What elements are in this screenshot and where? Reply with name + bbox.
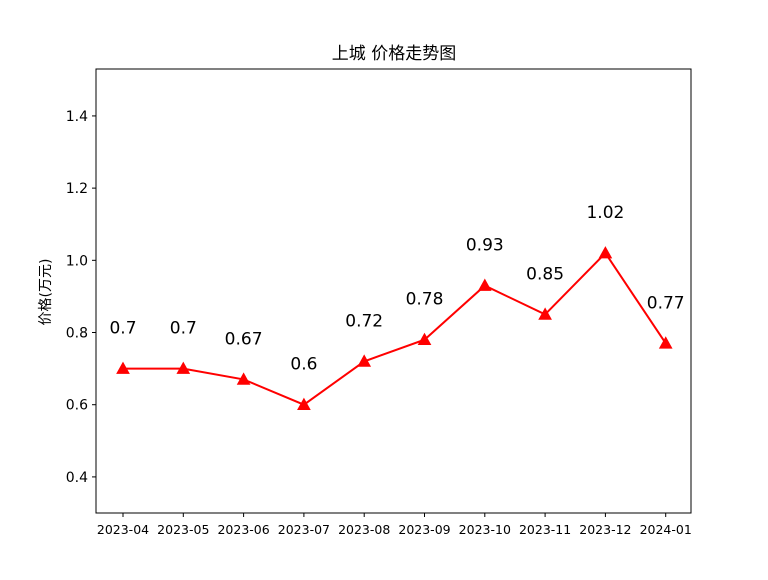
data-label: 0.7 [109,319,136,339]
data-point-marker [417,332,432,346]
data-point-marker [538,307,552,320]
data-label: 0.78 [406,290,444,310]
x-tick-label: 2023-08 [338,522,390,537]
x-tick-label: 2023-09 [398,522,450,537]
data-label: 0.6 [290,355,317,375]
data-point-marker [658,336,673,349]
y-axis: 0.4 0.6 0.8 1.0 1.2 1.4 [66,109,96,486]
y-tick-label: 0.8 [66,326,88,342]
y-tick-label: 1.4 [66,109,88,125]
data-label: 0.67 [225,329,263,349]
y-axis-label: 价格(万元) [38,259,54,326]
data-point-marker [598,246,613,259]
data-point-marker [357,354,372,367]
data-point-marker [236,372,251,385]
data-label: 0.93 [466,236,504,256]
price-markers [116,246,673,411]
x-tick-label: 2023-11 [519,522,571,537]
y-tick-label: 1.0 [66,253,88,269]
data-label: 0.85 [526,264,564,284]
y-tick-label: 0.4 [66,470,88,486]
plot-area [95,68,692,514]
x-tick-label: 2023-06 [217,522,269,537]
x-axis: 2023-04 2023-05 2023-06 2023-07 2023-08 2023-… [97,513,692,537]
y-tick-label: 1.2 [66,181,88,197]
data-point-marker [297,397,311,411]
x-tick-label: 2023-04 [97,522,149,537]
data-point-marker [116,361,130,374]
data-label: 1.02 [586,203,624,223]
y-tick-label: 0.6 [66,398,88,414]
chart-title: 上城 价格走势图 [332,44,456,64]
data-label: 0.7 [170,319,197,339]
x-tick-label: 2024-01 [640,522,692,537]
data-label: 0.77 [647,293,685,313]
price-series-line [123,251,667,406]
data-point-marker [477,278,492,291]
x-tick-label: 2023-05 [157,522,209,537]
data-point-marker [176,361,191,374]
x-tick-label: 2023-07 [278,522,330,537]
x-tick-label: 2023-12 [579,522,631,537]
x-tick-label: 2023-10 [459,522,511,537]
data-label: 0.72 [345,311,383,331]
data-labels: 0.7 0.7 0.67 0.6 0.72 0.78 0.93 0.85 1.02 0.77 [109,203,684,375]
